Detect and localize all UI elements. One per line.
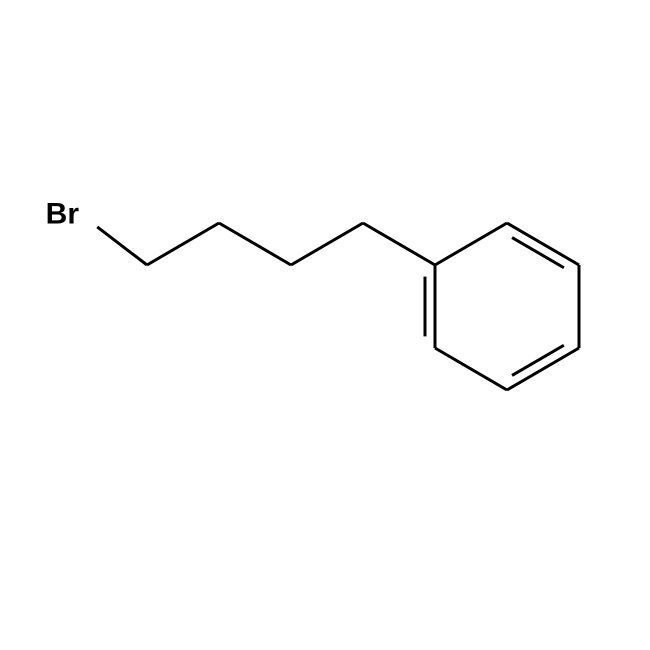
bond xyxy=(507,348,579,390)
atom-label-br: Br xyxy=(46,198,80,231)
bond xyxy=(147,223,219,265)
bond xyxy=(363,223,435,265)
bond xyxy=(291,223,363,265)
bond xyxy=(97,227,147,265)
bond xyxy=(435,348,507,390)
chemical-structure-diagram: Br xyxy=(0,0,650,650)
bond xyxy=(219,223,291,265)
bond xyxy=(507,223,579,265)
bond xyxy=(435,223,507,265)
